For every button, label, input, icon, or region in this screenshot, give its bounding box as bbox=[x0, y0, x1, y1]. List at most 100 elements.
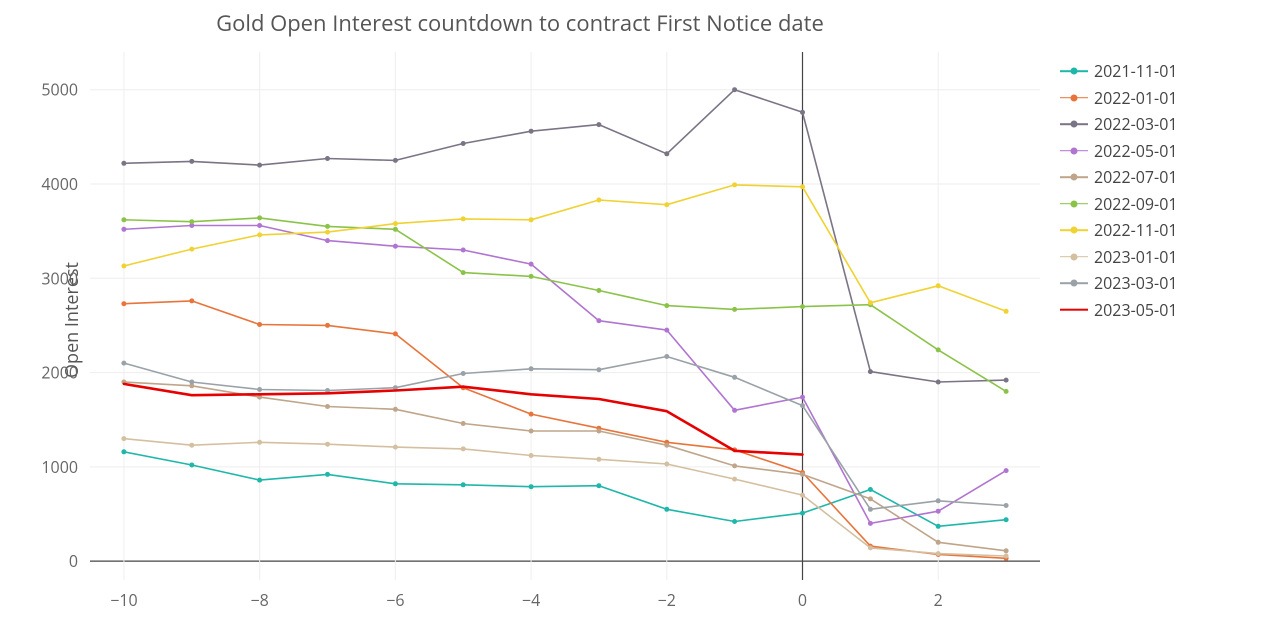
series-marker[interactable] bbox=[868, 521, 873, 526]
series-marker[interactable] bbox=[393, 331, 398, 336]
series-marker[interactable] bbox=[257, 232, 262, 237]
series-marker[interactable] bbox=[936, 524, 941, 529]
series-marker[interactable] bbox=[664, 354, 669, 359]
series-marker[interactable] bbox=[393, 158, 398, 163]
series-marker[interactable] bbox=[393, 481, 398, 486]
series-marker[interactable] bbox=[664, 443, 669, 448]
legend-item[interactable]: 2023-03-01 bbox=[1060, 272, 1177, 294]
legend-item[interactable]: 2023-05-01 bbox=[1060, 299, 1177, 321]
series-marker[interactable] bbox=[257, 322, 262, 327]
series-marker[interactable] bbox=[664, 202, 669, 207]
series-marker[interactable] bbox=[325, 238, 330, 243]
series-marker[interactable] bbox=[800, 403, 805, 408]
series-marker[interactable] bbox=[596, 429, 601, 434]
series-marker[interactable] bbox=[936, 551, 941, 556]
series-marker[interactable] bbox=[936, 347, 941, 352]
series-marker[interactable] bbox=[121, 361, 126, 366]
series-marker[interactable] bbox=[461, 270, 466, 275]
series-marker[interactable] bbox=[325, 472, 330, 477]
series-marker[interactable] bbox=[1004, 517, 1009, 522]
series-marker[interactable] bbox=[529, 129, 534, 134]
legend-item[interactable]: 2022-07-01 bbox=[1060, 166, 1177, 188]
series-marker[interactable] bbox=[461, 371, 466, 376]
series-marker[interactable] bbox=[596, 122, 601, 127]
series-marker[interactable] bbox=[189, 247, 194, 252]
series-marker[interactable] bbox=[596, 198, 601, 203]
series-marker[interactable] bbox=[461, 141, 466, 146]
series-marker[interactable] bbox=[664, 151, 669, 156]
series-marker[interactable] bbox=[1004, 309, 1009, 314]
series-line[interactable] bbox=[124, 452, 1006, 527]
series-marker[interactable] bbox=[257, 440, 262, 445]
series-marker[interactable] bbox=[529, 484, 534, 489]
series-marker[interactable] bbox=[461, 482, 466, 487]
series-marker[interactable] bbox=[529, 217, 534, 222]
series-marker[interactable] bbox=[189, 463, 194, 468]
series-marker[interactable] bbox=[868, 507, 873, 512]
series-marker[interactable] bbox=[596, 367, 601, 372]
series-marker[interactable] bbox=[393, 445, 398, 450]
series-marker[interactable] bbox=[1004, 554, 1009, 559]
series-marker[interactable] bbox=[529, 274, 534, 279]
series-marker[interactable] bbox=[800, 304, 805, 309]
series-marker[interactable] bbox=[121, 449, 126, 454]
series-marker[interactable] bbox=[529, 412, 534, 417]
legend-item[interactable]: 2022-05-01 bbox=[1060, 140, 1177, 162]
series-marker[interactable] bbox=[732, 408, 737, 413]
series-marker[interactable] bbox=[257, 215, 262, 220]
series-marker[interactable] bbox=[596, 318, 601, 323]
series-marker[interactable] bbox=[800, 493, 805, 498]
series-marker[interactable] bbox=[189, 443, 194, 448]
series-marker[interactable] bbox=[936, 380, 941, 385]
legend-item[interactable]: 2022-11-01 bbox=[1060, 219, 1177, 241]
series-marker[interactable] bbox=[868, 369, 873, 374]
series-marker[interactable] bbox=[868, 545, 873, 550]
series-marker[interactable] bbox=[529, 262, 534, 267]
series-marker[interactable] bbox=[800, 395, 805, 400]
series-marker[interactable] bbox=[664, 303, 669, 308]
series-marker[interactable] bbox=[325, 323, 330, 328]
series-marker[interactable] bbox=[936, 540, 941, 545]
series-marker[interactable] bbox=[664, 507, 669, 512]
series-marker[interactable] bbox=[189, 159, 194, 164]
series-marker[interactable] bbox=[393, 407, 398, 412]
series-marker[interactable] bbox=[664, 328, 669, 333]
chart-plot-area[interactable]: 010002000300040005000−10−8−6−4−202 bbox=[90, 52, 1040, 580]
series-marker[interactable] bbox=[800, 511, 805, 516]
series-marker[interactable] bbox=[529, 366, 534, 371]
series-line[interactable] bbox=[124, 301, 1006, 558]
series-marker[interactable] bbox=[800, 472, 805, 477]
series-marker[interactable] bbox=[121, 264, 126, 269]
legend-item[interactable]: 2022-01-01 bbox=[1060, 87, 1177, 109]
series-marker[interactable] bbox=[596, 288, 601, 293]
series-marker[interactable] bbox=[461, 446, 466, 451]
series-marker[interactable] bbox=[800, 184, 805, 189]
series-marker[interactable] bbox=[936, 283, 941, 288]
series-marker[interactable] bbox=[732, 307, 737, 312]
series-marker[interactable] bbox=[325, 224, 330, 229]
series-marker[interactable] bbox=[461, 216, 466, 221]
series-marker[interactable] bbox=[596, 457, 601, 462]
series-marker[interactable] bbox=[325, 404, 330, 409]
series-marker[interactable] bbox=[189, 380, 194, 385]
series-marker[interactable] bbox=[1004, 503, 1009, 508]
series-marker[interactable] bbox=[732, 87, 737, 92]
series-marker[interactable] bbox=[257, 478, 262, 483]
series-marker[interactable] bbox=[732, 375, 737, 380]
series-marker[interactable] bbox=[732, 519, 737, 524]
series-line[interactable] bbox=[124, 439, 1006, 556]
legend-item[interactable]: 2022-03-01 bbox=[1060, 113, 1177, 135]
series-marker[interactable] bbox=[393, 227, 398, 232]
series-marker[interactable] bbox=[189, 219, 194, 224]
series-marker[interactable] bbox=[461, 421, 466, 426]
series-marker[interactable] bbox=[936, 498, 941, 503]
series-marker[interactable] bbox=[393, 244, 398, 249]
series-marker[interactable] bbox=[189, 298, 194, 303]
series-marker[interactable] bbox=[121, 227, 126, 232]
series-marker[interactable] bbox=[1004, 378, 1009, 383]
series-marker[interactable] bbox=[800, 110, 805, 115]
series-marker[interactable] bbox=[257, 387, 262, 392]
series-marker[interactable] bbox=[732, 182, 737, 187]
series-marker[interactable] bbox=[393, 221, 398, 226]
series-marker[interactable] bbox=[868, 300, 873, 305]
